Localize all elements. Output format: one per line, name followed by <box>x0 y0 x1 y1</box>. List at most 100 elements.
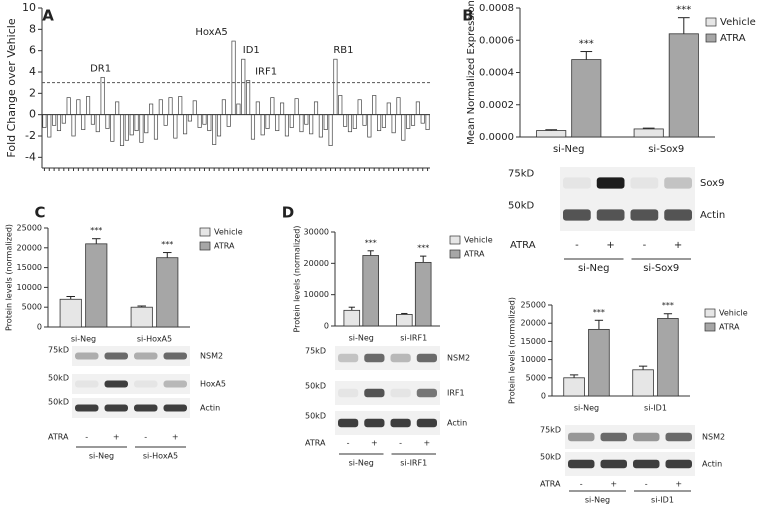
group-label: si-IRF1 <box>400 459 427 468</box>
blot-band <box>630 177 659 189</box>
size-marker: 75kD <box>508 168 535 179</box>
legend-swatch <box>449 235 461 245</box>
blot-band <box>563 177 591 189</box>
panel-letter: B <box>462 7 473 25</box>
band-label: NSM2 <box>200 352 223 361</box>
bar <box>76 99 81 116</box>
blot-strip <box>72 374 190 394</box>
treatment-sign: + <box>113 433 120 442</box>
bar <box>396 314 413 327</box>
bar <box>396 97 401 116</box>
bar <box>207 114 212 132</box>
bar <box>61 114 66 124</box>
bar <box>56 114 62 132</box>
bar <box>289 114 294 128</box>
blot-band <box>390 388 411 398</box>
blot-band <box>134 380 158 388</box>
bar <box>187 114 192 122</box>
blot-band <box>134 404 158 412</box>
bar <box>105 114 110 129</box>
band-label: IRF1 <box>447 389 465 398</box>
group-label: si-HoxA5 <box>143 452 178 461</box>
band-label: HoxA5 <box>200 380 226 389</box>
blot-band <box>104 380 128 388</box>
bar-annotation: HoxA5 <box>195 27 227 38</box>
bar <box>59 298 82 328</box>
bar <box>265 114 270 129</box>
bar <box>95 114 100 133</box>
bar <box>406 114 411 129</box>
blot-band <box>163 404 187 412</box>
blot-band <box>163 352 187 360</box>
bar <box>328 114 333 146</box>
y-tick-label: 5000 <box>526 373 546 382</box>
treatment-sign: + <box>674 240 682 251</box>
blot-band <box>563 209 591 221</box>
bar <box>156 257 179 328</box>
blot-band <box>75 404 99 412</box>
blot-band <box>596 209 625 221</box>
size-marker: 75kD <box>540 425 561 434</box>
bar <box>280 102 285 116</box>
blot-band <box>665 432 692 442</box>
y-tick-label: 0 <box>37 323 42 332</box>
y-tick-label: 0.0002 <box>479 100 514 111</box>
treatment-sign: - <box>643 240 647 251</box>
bar <box>536 130 567 138</box>
bar <box>178 96 183 116</box>
bar <box>250 114 256 140</box>
size-marker: 50kD <box>305 411 326 420</box>
blot-band <box>364 388 385 398</box>
legend-label: Vehicle <box>720 17 756 28</box>
bar <box>347 114 353 133</box>
blot-band <box>75 352 99 360</box>
bar <box>333 58 338 116</box>
blot-band <box>633 459 660 469</box>
bar <box>168 97 173 116</box>
panel-letter: D <box>282 204 294 222</box>
size-marker: 75kD <box>305 346 326 355</box>
treatment-sign: + <box>606 240 614 251</box>
band-label: Actin <box>700 210 725 221</box>
y-tick-label: 0 <box>29 108 36 121</box>
legend-label: ATRA <box>719 323 740 332</box>
y-tick-label: 10000 <box>17 283 42 292</box>
panel-letter: C <box>34 204 45 222</box>
y-tick-label: 0.0008 <box>479 3 514 14</box>
bar-annotation: DR1 <box>90 63 111 74</box>
x-tick-label: si-HoxA5 <box>137 335 172 344</box>
band-label: Actin <box>447 419 467 428</box>
bar <box>425 114 430 130</box>
significance: *** <box>90 226 102 235</box>
legend-label: Vehicle <box>464 236 493 245</box>
legend-label: Vehicle <box>214 228 243 237</box>
group-label: si-Neg <box>349 459 374 468</box>
blot-strip <box>72 346 190 366</box>
treatment-sign: + <box>424 439 431 448</box>
bar <box>401 114 406 141</box>
x-tick-label: si-Neg <box>349 334 374 343</box>
blot-band <box>364 353 385 363</box>
bar <box>343 309 361 327</box>
legend-label: Vehicle <box>719 309 748 318</box>
bar <box>149 103 154 116</box>
treatment-label: ATRA <box>305 439 326 448</box>
bar <box>668 33 699 138</box>
blot-band <box>338 418 359 428</box>
bar <box>571 59 602 138</box>
bar <box>42 114 47 128</box>
blot-band <box>134 352 158 360</box>
x-tick-label: si-IRF1 <box>400 334 427 343</box>
bar <box>183 114 188 135</box>
bar <box>362 255 379 327</box>
band-label: Actin <box>200 404 220 413</box>
bar <box>66 97 71 116</box>
significance: *** <box>161 240 173 249</box>
x-tick-label: si-Neg <box>71 335 96 344</box>
significance: *** <box>365 238 377 247</box>
legend-swatch <box>449 249 461 259</box>
y-axis-label: Mean Normalized Expression <box>466 0 477 145</box>
treatment-sign: - <box>645 480 648 489</box>
bar <box>386 102 391 116</box>
bar <box>309 114 314 135</box>
